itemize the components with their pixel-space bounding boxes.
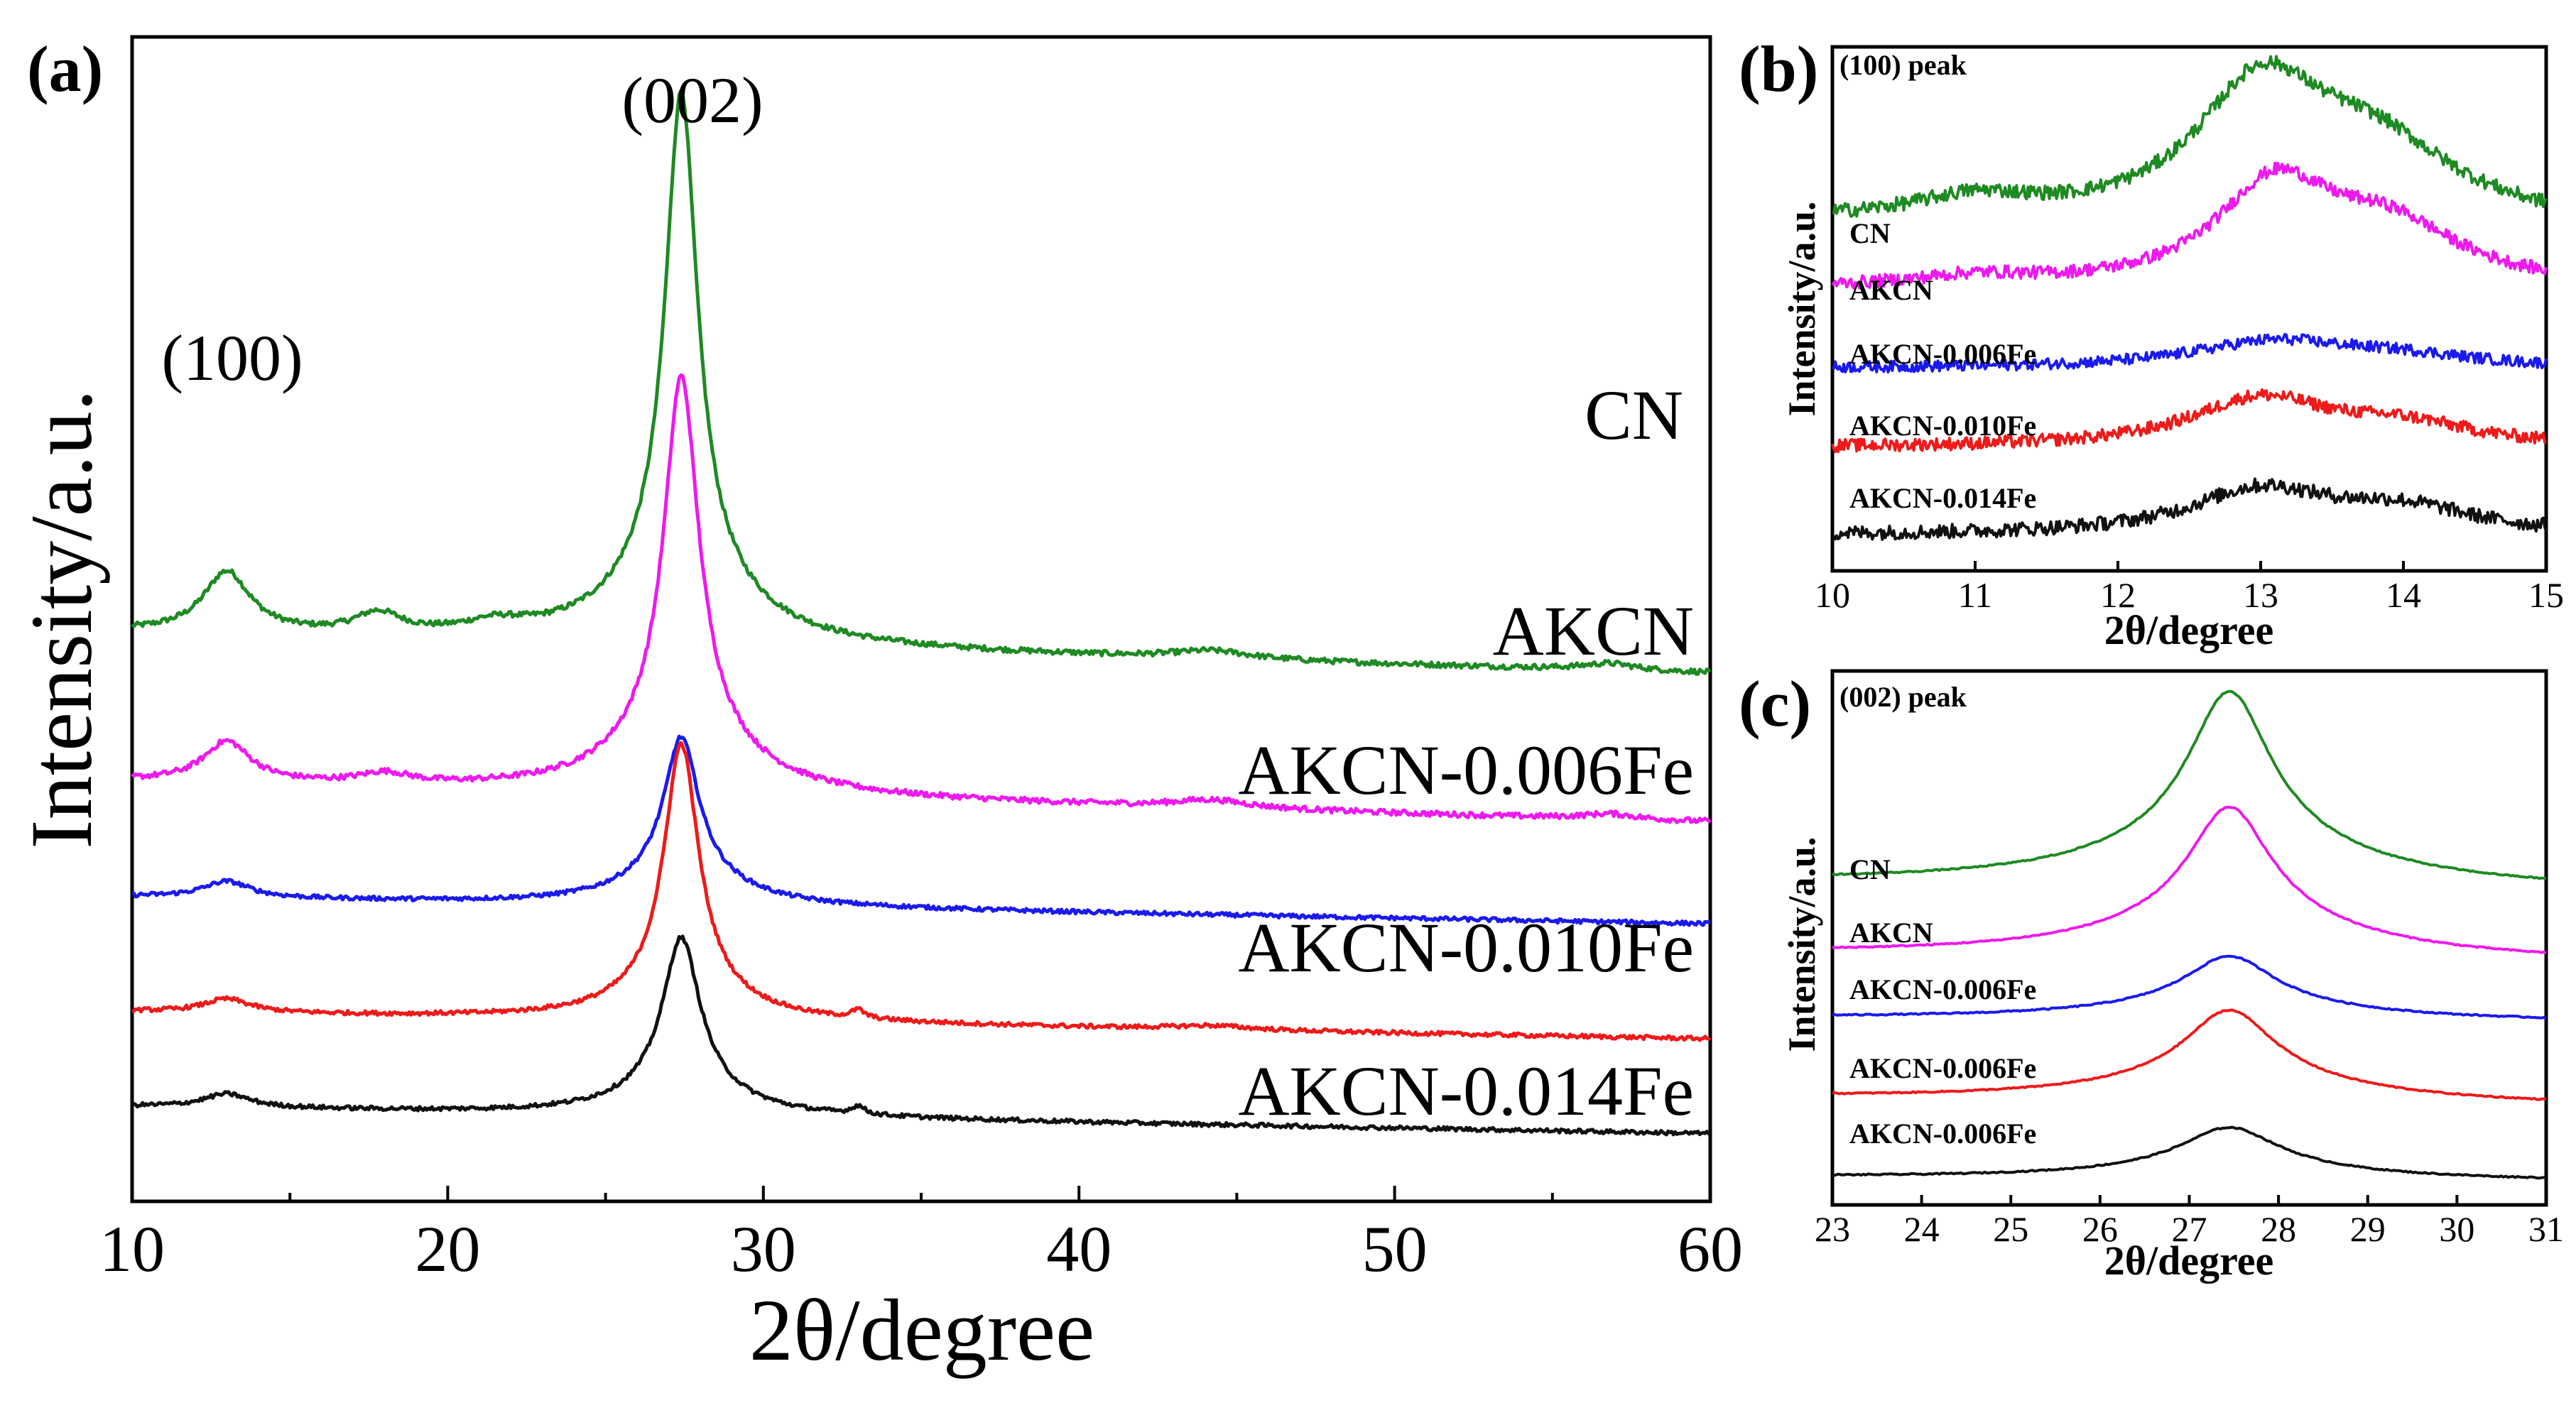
- panel-b-label: (b): [1739, 33, 1818, 105]
- x-tick-label: 28: [2261, 1209, 2296, 1249]
- x-tick-label: 25: [1993, 1209, 2028, 1249]
- panel-b-series-label-akcn: AKCN: [1849, 274, 1933, 306]
- panel-a-x-ticks: 10 20 30 40 50 60: [99, 1186, 1743, 1285]
- panel-c-y-axis-label: Intensity/a.u.: [1781, 836, 1823, 1052]
- x-tick-label: 31: [2528, 1209, 2564, 1249]
- panel-c-label: (c): [1739, 667, 1811, 740]
- x-tick-label: 13: [2243, 575, 2278, 615]
- series-line-akcn-0-010fe: [1831, 388, 2547, 454]
- panel-c-series-label-akcn-0006fe-red: AKCN-0.006Fe: [1849, 1052, 2036, 1084]
- panel-c-series-label-cn: CN: [1849, 853, 1891, 885]
- x-tick-label: 30: [731, 1213, 796, 1285]
- x-tick-label: 14: [2386, 575, 2421, 615]
- panel-c-curves: [1832, 689, 2547, 1180]
- x-tick-label: 30: [2439, 1209, 2474, 1249]
- series-line-akcn-0-006fe: [1832, 1125, 2547, 1180]
- series-label-akcn-0014fe: AKCN-0.014Fe: [1238, 1052, 1694, 1130]
- series-line-akcn-0-010fe: [131, 741, 1712, 1042]
- panel-a-y-axis-label: Intensity/a.u.: [13, 389, 110, 848]
- panel-b-frame: [1830, 45, 2548, 573]
- panel-a-frame: [130, 35, 1712, 1203]
- series-line-akcn-0-014fe: [131, 934, 1712, 1137]
- series-line-akcn: [1832, 805, 2547, 955]
- series-label-akcn: AKCN: [1493, 591, 1694, 670]
- panel-b-series-label-akcn-0014fe: AKCN-0.014Fe: [1849, 482, 2036, 514]
- series-line-akcn: [1831, 161, 2548, 290]
- x-tick-label: 29: [2350, 1209, 2386, 1249]
- series-line-akcn-0-006fe: [1832, 954, 2547, 1020]
- panel-b-series-label-akcn-0010fe: AKCN-0.010Fe: [1849, 410, 2036, 442]
- x-tick-label: 23: [1815, 1209, 1850, 1249]
- peak-annotation-100: (100): [161, 322, 303, 394]
- x-tick-label: 10: [99, 1213, 165, 1285]
- series-label-akcn-0006fe: AKCN-0.006Fe: [1238, 731, 1694, 809]
- x-tick-label: 40: [1046, 1213, 1112, 1285]
- series-label-cn: CN: [1585, 376, 1683, 454]
- panel-b-curves: [1831, 55, 2548, 541]
- panel-a: (a) 10 20 30 40 50 60 2θ/degree Intensity/a.u…: [13, 33, 1743, 1379]
- x-tick-label: 24: [1904, 1209, 1940, 1249]
- x-tick-label: 27: [2172, 1209, 2207, 1249]
- series-line-akcn: [131, 373, 1712, 824]
- panel-b: (b) (100) peak 10 11 12 13 14 15 2θ/degree In…: [1739, 33, 2564, 653]
- series-line-akcn-0-006fe: [1832, 1008, 2546, 1101]
- panel-b-x-axis-label: 2θ/degree: [2104, 607, 2274, 653]
- x-tick-label: 50: [1362, 1213, 1428, 1285]
- panel-c-series-label-akcn-0006fe-blue: AKCN-0.006Fe: [1849, 973, 2036, 1005]
- panel-b-x-ticks: 10 11 12 13 14 15: [1815, 561, 2564, 615]
- series-line-cn: [131, 89, 1712, 676]
- x-tick-label: 20: [415, 1213, 480, 1285]
- series-line-cn: [1832, 689, 2547, 880]
- x-tick-label: 10: [1815, 575, 1850, 615]
- series-line-akcn-0-014fe: [1832, 477, 2548, 541]
- x-tick-label: 15: [2528, 575, 2564, 615]
- panel-c-series-label-akcn-0006fe-black: AKCN-0.006Fe: [1849, 1118, 2036, 1150]
- series-line-akcn-0-006fe: [1832, 332, 2548, 373]
- x-tick-label: 26: [2082, 1209, 2118, 1249]
- series-label-akcn-0010fe: AKCN-0.010Fe: [1238, 908, 1694, 987]
- x-tick-label: 11: [1958, 575, 1992, 615]
- panel-b-title: (100) peak: [1839, 49, 1967, 81]
- series-line-akcn-0-006fe: [131, 734, 1711, 927]
- peak-annotation-002: (002): [621, 64, 763, 136]
- panel-c: (c) (002) peak 23 24 25 26 27 28 29 30 31 2θ/deg…: [1739, 667, 2564, 1284]
- panel-c-series-label-akcn: AKCN: [1849, 917, 1933, 949]
- panel-c-x-axis-label: 2θ/degree: [2104, 1238, 2274, 1284]
- panel-a-label: (a): [27, 33, 103, 105]
- series-line-cn: [1832, 55, 2548, 218]
- panel-b-series-label-akcn-0006fe: AKCN-0.006Fe: [1849, 338, 2036, 370]
- panel-a-curves: [131, 89, 1712, 1137]
- panel-b-y-axis-label: Intensity/a.u.: [1781, 201, 1823, 416]
- panel-a-x-axis-label: 2θ/degree: [749, 1282, 1094, 1379]
- panel-b-series-label-cn: CN: [1849, 217, 1891, 249]
- panel-c-x-ticks: 23 24 25 26 27 28 29 30 31: [1815, 1195, 2564, 1249]
- x-tick-label: 60: [1678, 1213, 1743, 1285]
- panel-c-title: (002) peak: [1839, 681, 1967, 713]
- x-tick-label: 12: [2100, 575, 2136, 615]
